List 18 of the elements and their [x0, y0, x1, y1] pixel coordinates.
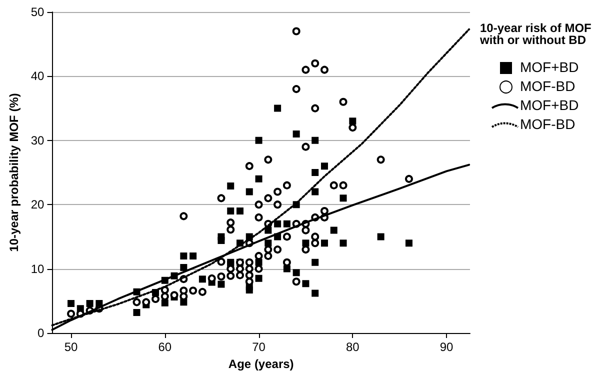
legend-label: MOF+BD [520, 97, 579, 113]
y-tick-label: 0 [38, 326, 45, 340]
x-axis-title: Age (years) [228, 356, 294, 371]
x-tick-label: 90 [440, 340, 454, 354]
x-tick-label: 70 [252, 340, 266, 354]
x-tick-label: 50 [64, 340, 78, 354]
y-tick-label: 10 [30, 262, 45, 276]
legend-label: MOF-BD [520, 116, 576, 132]
y-axis-title: 10-year probability MOF (%) [7, 93, 21, 252]
legend-label: MOF-BD [520, 78, 576, 94]
x-tick-label: 60 [158, 340, 172, 354]
x-tick-label: 80 [346, 340, 360, 354]
y-tick-label: 40 [30, 69, 45, 84]
legend-title: 10-year risk of MOF with or without BD [479, 21, 595, 47]
y-tick-label: 50 [30, 5, 45, 19]
y-tick-label: 30 [30, 133, 45, 148]
legend-label: MOF+BD [520, 59, 579, 75]
y-tick-label: 20 [30, 198, 45, 212]
